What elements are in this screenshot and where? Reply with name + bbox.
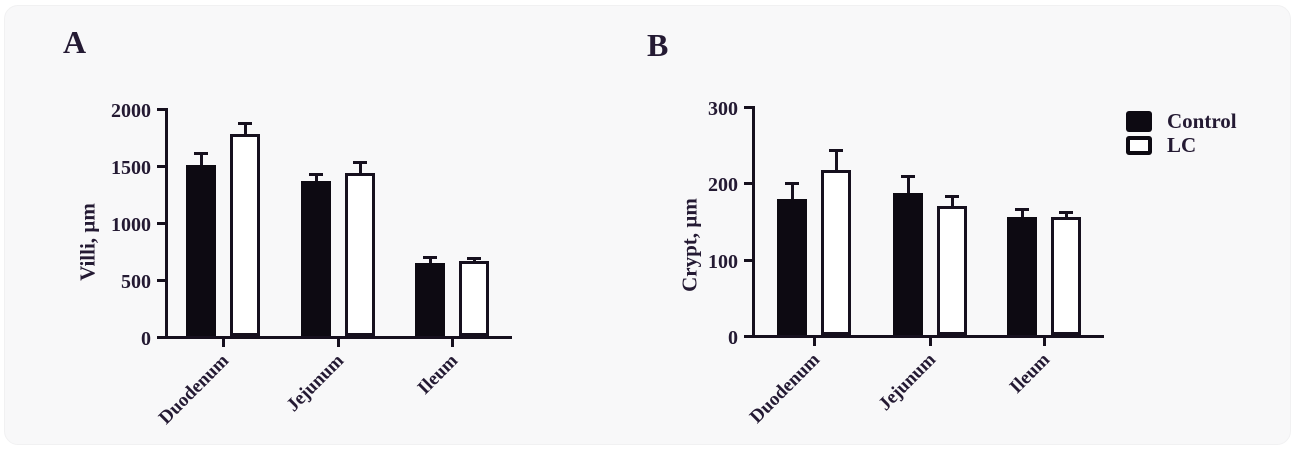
y-tick-label-500: 500 xyxy=(121,271,151,293)
legend-item-control: Control xyxy=(1126,111,1237,132)
bar-control-duodenum xyxy=(777,199,807,335)
error-bar-cap-control-ileum xyxy=(423,256,437,260)
control-filled-square-icon xyxy=(1126,111,1152,132)
y-tick-label-0: 0 xyxy=(141,328,151,350)
error-bar-stem-lc-jejunum xyxy=(358,162,362,173)
x-tick-ileum xyxy=(1042,338,1046,346)
error-bar-stem-lc-duodenum xyxy=(243,123,247,134)
error-bar-stem-control-jejunum xyxy=(314,174,318,181)
panel-b-letter: B xyxy=(647,27,669,63)
y-tick-0 xyxy=(157,336,165,339)
x-tick-jejunum xyxy=(336,339,340,347)
panel-a-letter: A xyxy=(63,24,87,60)
error-bar-cap-lc-jejunum xyxy=(945,195,959,199)
x-tick-duodenum xyxy=(812,338,816,346)
x-axis-panel-A xyxy=(165,336,512,339)
legend: Control LC xyxy=(1126,111,1237,159)
error-bar-stem-control-ileum xyxy=(1020,209,1024,217)
y-tick-label-300: 300 xyxy=(708,98,738,120)
error-bar-stem-control-duodenum xyxy=(199,153,203,165)
y-tick-label-0: 0 xyxy=(728,327,738,349)
bar-lc-ileum xyxy=(459,260,489,336)
lc-open-square-icon xyxy=(1126,136,1152,155)
bar-control-jejunum xyxy=(301,180,331,336)
error-bar-cap-lc-ileum xyxy=(467,256,481,260)
bar-lc-duodenum xyxy=(821,170,851,335)
bar-control-jejunum xyxy=(893,193,923,335)
bar-lc-jejunum xyxy=(937,205,967,335)
bar-control-ileum xyxy=(415,263,445,336)
error-bar-stem-control-ileum xyxy=(428,257,432,264)
x-tick-jejunum xyxy=(928,338,932,346)
y-tick-1500 xyxy=(157,165,165,168)
error-bar-cap-lc-duodenum xyxy=(238,122,252,126)
error-bar-stem-lc-ileum xyxy=(1064,212,1068,217)
x-tick-ileum xyxy=(450,339,454,347)
x-tick-duodenum xyxy=(221,339,225,347)
x-axis-panel-B xyxy=(752,335,1104,338)
error-bar-stem-lc-jejunum xyxy=(950,196,954,206)
error-bar-cap-lc-ileum xyxy=(1059,211,1073,215)
error-bar-cap-control-duodenum xyxy=(194,151,208,155)
error-bar-cap-control-jejunum xyxy=(901,174,915,178)
bar-lc-duodenum xyxy=(230,133,260,336)
bar-lc-ileum xyxy=(1051,216,1081,335)
legend-label-control: Control xyxy=(1167,109,1237,133)
y-tick-2000 xyxy=(157,108,165,111)
error-bar-cap-lc-jejunum xyxy=(353,161,367,165)
y-tick-label-2000: 2000 xyxy=(111,100,151,122)
y-tick-0 xyxy=(744,335,752,338)
y-tick-label-1500: 1500 xyxy=(111,157,151,179)
legend-item-lc: LC xyxy=(1126,135,1237,156)
y-tick-label-1000: 1000 xyxy=(111,214,151,236)
y-tick-100 xyxy=(744,258,752,262)
y-tick-label-200: 200 xyxy=(708,174,738,197)
error-bar-cap-lc-duodenum xyxy=(829,148,843,152)
y-tick-label-100: 100 xyxy=(708,250,738,273)
error-bar-stem-control-jejunum xyxy=(906,176,910,193)
error-bar-cap-control-jejunum xyxy=(309,173,323,177)
bar-control-duodenum xyxy=(186,165,216,336)
legend-label-lc: LC xyxy=(1167,133,1197,157)
bar-lc-jejunum xyxy=(345,172,375,336)
y-tick-300 xyxy=(744,106,752,109)
y-axis-panel-A xyxy=(165,108,168,339)
y-axis-panel-B xyxy=(752,106,755,338)
y-tick-200 xyxy=(744,182,752,186)
error-bar-cap-control-ileum xyxy=(1015,207,1029,211)
error-bar-cap-control-duodenum xyxy=(785,182,799,186)
error-bar-stem-control-duodenum xyxy=(790,183,794,200)
error-bar-stem-lc-duodenum xyxy=(834,150,838,171)
y-tick-500 xyxy=(157,279,165,282)
panel-b-y-axis-title: Crypt, µm xyxy=(677,198,702,292)
y-tick-1000 xyxy=(157,222,165,225)
bar-control-ileum xyxy=(1007,216,1037,335)
